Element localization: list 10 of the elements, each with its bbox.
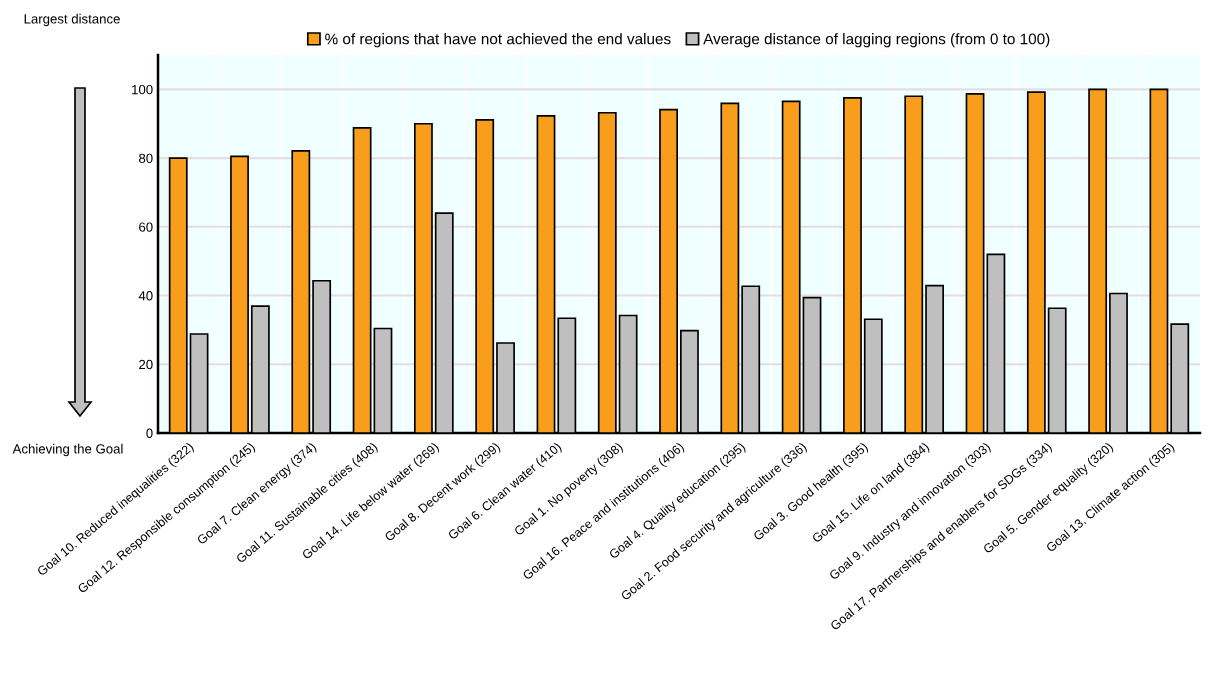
y-tick-label: 80 bbox=[139, 153, 153, 163]
y-tick-label: 20 bbox=[139, 359, 153, 370]
y-tick-label: 40 bbox=[138, 291, 153, 301]
legend-label: Average distance of lagging regions (from 0 to 100) bbox=[703, 33, 1050, 48]
text: Largest distance bbox=[24, 13, 120, 27]
y-tick-label: 100 bbox=[132, 84, 153, 95]
y-tick-label: 60 bbox=[139, 222, 153, 232]
text: Achieving the Goal bbox=[12, 443, 123, 457]
y-tick-label: 0 bbox=[146, 428, 153, 438]
legend-label: % of regions that have not achieved the end values bbox=[325, 33, 671, 48]
